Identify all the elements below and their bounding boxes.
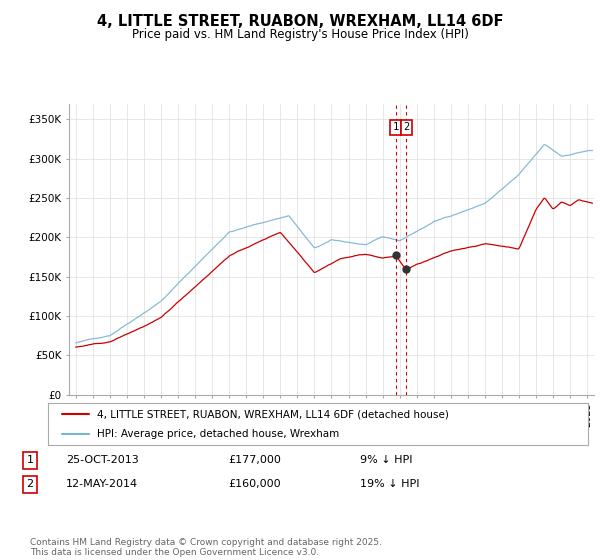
Text: HPI: Average price, detached house, Wrexham: HPI: Average price, detached house, Wrex…	[97, 430, 339, 439]
Text: 25-OCT-2013: 25-OCT-2013	[66, 455, 139, 465]
Text: Price paid vs. HM Land Registry's House Price Index (HPI): Price paid vs. HM Land Registry's House …	[131, 28, 469, 41]
Text: 1: 1	[26, 455, 34, 465]
Text: 4, LITTLE STREET, RUABON, WREXHAM, LL14 6DF (detached house): 4, LITTLE STREET, RUABON, WREXHAM, LL14 …	[97, 409, 448, 419]
Text: 9% ↓ HPI: 9% ↓ HPI	[360, 455, 413, 465]
Text: Contains HM Land Registry data © Crown copyright and database right 2025.
This d: Contains HM Land Registry data © Crown c…	[30, 538, 382, 557]
Text: £160,000: £160,000	[228, 479, 281, 489]
Text: 12-MAY-2014: 12-MAY-2014	[66, 479, 138, 489]
Text: 2: 2	[404, 122, 410, 132]
Text: 19% ↓ HPI: 19% ↓ HPI	[360, 479, 419, 489]
Text: 2: 2	[26, 479, 34, 489]
Text: 1: 1	[392, 122, 399, 132]
Text: £177,000: £177,000	[228, 455, 281, 465]
Text: 4, LITTLE STREET, RUABON, WREXHAM, LL14 6DF: 4, LITTLE STREET, RUABON, WREXHAM, LL14 …	[97, 14, 503, 29]
